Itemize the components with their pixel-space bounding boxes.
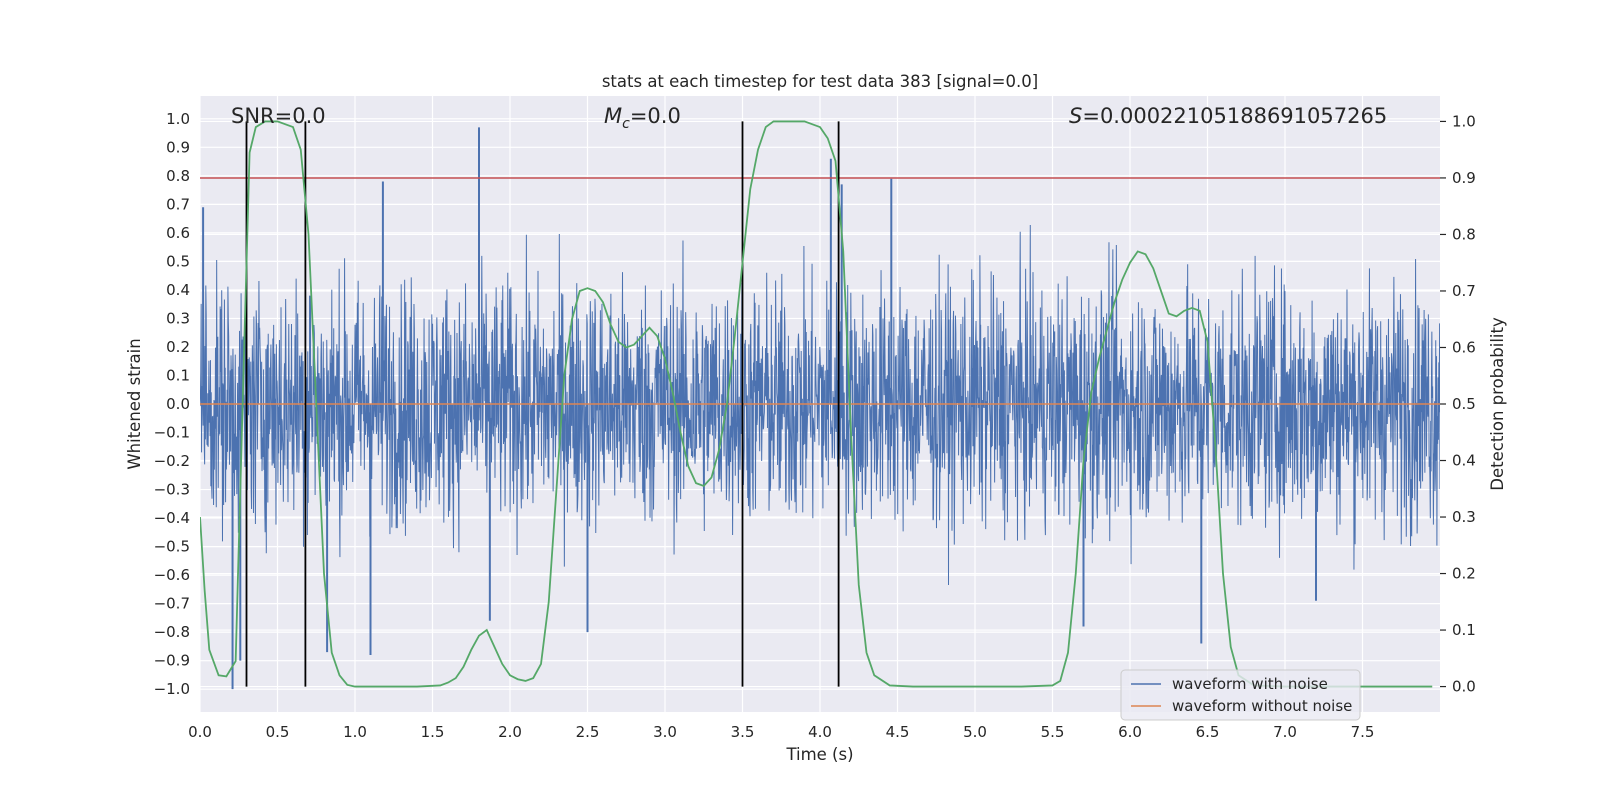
y-axis-right-label: Detection probability (1488, 317, 1507, 491)
y-tick-label-6: −0.4 (154, 509, 190, 527)
annotation-mc-sub: c (622, 116, 630, 132)
x-tick-label-5: 2.5 (576, 723, 600, 741)
y-tick-label-18: 0.8 (166, 167, 190, 185)
annotation-snr: SNR=0.0 (231, 104, 326, 128)
x-tick-label-15: 7.5 (1351, 723, 1375, 741)
y-tick-label-0: −1.0 (154, 680, 190, 698)
x-tick-label-1: 0.5 (266, 723, 290, 741)
x-tick-label-12: 6.0 (1118, 723, 1142, 741)
series-detection-probability (200, 120, 1433, 688)
y-right-tick-label-1: 0.1 (1452, 621, 1476, 639)
y-right-tick-label-8: 0.8 (1452, 225, 1476, 243)
y-right-tick-label-2: 0.2 (1452, 565, 1476, 583)
chart-title: stats at each timestep for test data 383… (602, 72, 1038, 91)
y-right-tick-label-9: 0.9 (1452, 169, 1476, 187)
x-axis: 0.0 0.5 1.0 1.5 2.0 2.5 3.0 3.5 4.0 4.5 5.0 5.5 6.0 6… (188, 723, 1374, 741)
y-right-tick-label-0: 0.0 (1452, 678, 1476, 696)
y-tick-label-9: −0.1 (154, 424, 190, 442)
annotation-s-value: =0.00022105188691057265 (1082, 104, 1387, 128)
x-tick-label-9: 4.5 (886, 723, 910, 741)
marker-lines (245, 121, 840, 687)
x-tick-label-10: 5.0 (963, 723, 987, 741)
legend-label-clean: waveform without noise (1172, 697, 1352, 715)
annotation-chirp-mass: Mc=0.0 (604, 104, 681, 132)
y-tick-label-20: 1.0 (166, 110, 190, 128)
y-tick-label-11: 0.1 (166, 366, 190, 384)
x-tick-label-0: 0.0 (188, 723, 212, 741)
legend: waveform with noise waveform without noi… (1120, 669, 1361, 721)
y-tick-label-2: −0.8 (154, 623, 190, 641)
x-tick-label-13: 6.5 (1196, 723, 1220, 741)
x-axis-label: Time (s) (785, 745, 853, 764)
x-tick-label-3: 1.5 (421, 723, 445, 741)
y-axis-label: Whitened strain (125, 338, 144, 469)
y-tick-label-17: 0.7 (166, 195, 190, 213)
y-tick-label-10: 0.0 (166, 395, 190, 413)
y-axis-left: −1.0 −0.9 −0.8 −0.7 −0.6 −0.5 −0.4 −0.3 −0.2 −0.1… (154, 110, 190, 698)
y-tick-label-1: −0.9 (154, 652, 190, 670)
y-right-tick-label-3: 0.3 (1452, 508, 1476, 526)
y-tick-label-19: 0.9 (166, 138, 190, 156)
legend-label-noise: waveform with noise (1172, 675, 1328, 693)
y-right-tick-label-6: 0.6 (1452, 338, 1476, 356)
y-tick-label-12: 0.2 (166, 338, 190, 356)
series-waveform-with-noise (200, 224, 1440, 586)
y-right-tick-label-4: 0.4 (1452, 452, 1476, 470)
annotation-mc-value: =0.0 (630, 104, 681, 128)
y-tick-label-4: −0.6 (154, 566, 190, 584)
x-tick-label-7: 3.5 (731, 723, 755, 741)
y-right-tick-label-10: 1.0 (1452, 112, 1476, 130)
x-tick-label-11: 5.5 (1041, 723, 1065, 741)
y-tick-label-13: 0.3 (166, 309, 190, 327)
y-tick-label-5: −0.5 (154, 538, 190, 556)
y-axis-right: 0.0 0.1 0.2 0.3 0.4 0.5 0.6 0.7 0.8 0.9 1.0 (1440, 112, 1476, 696)
y-tick-label-3: −0.7 (154, 595, 190, 613)
y-right-tick-label-5: 0.5 (1452, 395, 1476, 413)
y-tick-label-14: 0.4 (166, 281, 190, 299)
y-tick-label-15: 0.5 (166, 252, 190, 270)
x-tick-label-2: 1.0 (343, 723, 367, 741)
y-tick-label-8: −0.2 (154, 452, 190, 470)
y-right-tick-label-7: 0.7 (1452, 282, 1476, 300)
x-tick-label-4: 2.0 (498, 723, 522, 741)
x-tick-label-8: 4.0 (808, 723, 832, 741)
x-tick-label-14: 7.0 (1273, 723, 1297, 741)
annotation-s-symbol: S (1069, 104, 1082, 128)
y-tick-label-7: −0.3 (154, 481, 190, 499)
annotation-mc-symbol: M (604, 104, 622, 128)
annotation-s: S=0.00022105188691057265 (1069, 104, 1387, 128)
x-tick-label-6: 3.0 (653, 723, 677, 741)
y-tick-label-16: 0.6 (166, 224, 190, 242)
legend-box (1120, 669, 1361, 721)
